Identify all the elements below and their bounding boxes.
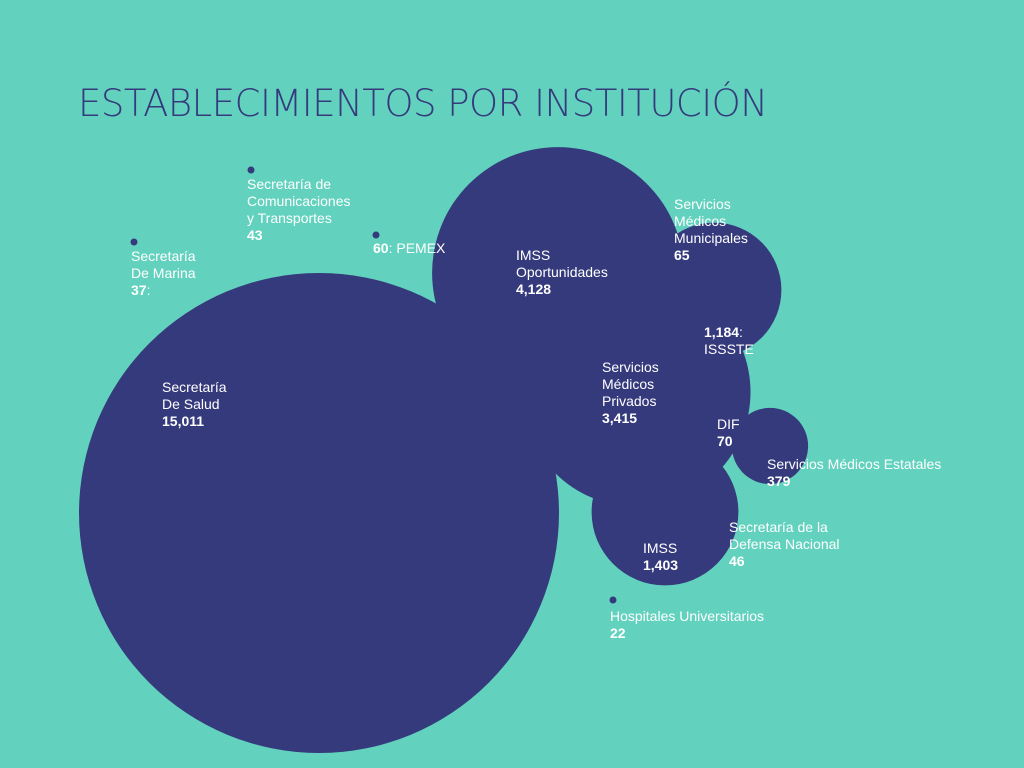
bubble-name-line: Privados — [602, 393, 657, 409]
bubble-name-line: Médicos — [674, 213, 727, 229]
bubble-11 — [130, 238, 138, 246]
bubble-name-line: De Salud — [162, 396, 220, 412]
bubble-label-8: 60: PEMEX — [373, 240, 445, 257]
bubble-3 — [591, 438, 739, 586]
bubble-6 — [716, 402, 724, 410]
bubble-value: 22 — [610, 625, 626, 641]
bubble-value-line: 43 — [247, 227, 351, 244]
bubble-label-7: Servicios Médicos Municipales 65 — [674, 196, 748, 264]
bubble-name-line: Secretaría — [131, 248, 196, 264]
bubble-name-line: Oportunidades — [516, 264, 608, 280]
bubble-name-line: Municipales — [674, 230, 748, 246]
bubble-value-suffix: : — [146, 282, 151, 298]
bubble-label-3: IMSS 1,403 — [643, 540, 678, 574]
bubble-label-12: Hospitales Universitarios 22 — [610, 608, 764, 642]
bubble-label-1: IMSS Oportunidades 4,128 — [516, 247, 608, 298]
bubble-label-6: DIF 70 — [717, 416, 740, 450]
bubble-10 — [247, 166, 255, 174]
bubble-name-line: Médicos — [602, 376, 655, 392]
bubble-label-0: Secretaría De Salud 15,011 — [162, 379, 227, 430]
bubble-name-line: Comunicaciones — [247, 193, 351, 209]
bubble-name-line: DIF — [717, 416, 740, 432]
bubble-name-line: y Transportes — [247, 210, 332, 226]
bubble-label-10: Secretaría de Comunicaciones y Transportes… — [247, 176, 351, 244]
bubble-value: 43 — [247, 227, 263, 243]
bubble-value: 1,403 — [643, 557, 679, 573]
bubble-name-line: Servicios Médicos Estatales — [767, 456, 942, 472]
bubble-4 — [646, 222, 782, 358]
bubble-label-2: Servicios Médicos Privados 3,415 — [602, 359, 659, 427]
bubble-value: 3,415 — [602, 410, 638, 426]
bubble-name-line: De Marina — [131, 265, 196, 281]
bubble-value: 37 — [131, 282, 147, 298]
bubble-label-5: Servicios Médicos Estatales 379 — [767, 456, 941, 490]
bubble-name-line: Servicios — [602, 359, 659, 375]
bubble-value-line: 37: — [131, 282, 196, 299]
bubble-7 — [657, 203, 665, 211]
bubble-value-line: 70 — [717, 433, 740, 450]
bubble-label-4: 1,184: ISSSTE — [704, 324, 754, 358]
bubble-name-line: Secretaría de — [247, 176, 332, 192]
page-title: ESTABLECIMIENTOS POR INSTITUCIÓN — [78, 82, 768, 125]
bubble-value-line: 1,184: — [704, 324, 754, 341]
bubble-value-line: 15,011 — [162, 413, 227, 430]
bubble-value: 65 — [674, 247, 690, 263]
bubble-value: 15,011 — [162, 413, 205, 429]
bubble-value-suffix: : — [388, 240, 393, 256]
bubble-name-line: Servicios — [674, 196, 731, 212]
bubble-value-line: 22 — [610, 625, 764, 642]
bubble-name-line: IMSS — [516, 247, 551, 263]
bubble-value-line: 379 — [767, 473, 941, 490]
bubble-5 — [731, 407, 809, 485]
bubble-name-line: ISSSTE — [704, 341, 754, 357]
bubble-value-line: 46 — [729, 553, 840, 570]
bubble-name-line: PEMEX — [392, 240, 446, 256]
bubble-value: 70 — [717, 433, 733, 449]
bubble-value: 46 — [729, 553, 745, 569]
bubble-value-line: 1,403 — [643, 557, 678, 574]
bubble-name-line: Secretaría de la — [729, 519, 828, 535]
bubble-value-line: 4,128 — [516, 281, 608, 298]
bubbles-layer — [79, 147, 809, 753]
bubble-value-suffix: : — [739, 324, 743, 340]
bubble-name-line: Defensa Nacional — [729, 536, 840, 552]
bubble-value: 60 — [373, 240, 389, 256]
bubble-value: 1,184 — [704, 324, 740, 340]
bubble-value-line: 3,415 — [602, 410, 659, 427]
bubble-label-11: Secretaría De Marina 37: — [131, 248, 196, 299]
bubble-12 — [609, 596, 617, 604]
bubble-name-line: Hospitales Universitarios — [610, 608, 765, 624]
bubble-label-9: Secretaría de la Defensa Nacional 46 — [729, 519, 840, 570]
bubble-name-line: IMSS — [643, 540, 678, 556]
bubble-9 — [728, 506, 736, 514]
bubble-value-line: 65 — [674, 247, 748, 264]
bubble-8 — [372, 231, 380, 239]
bubble-value: 4,128 — [516, 281, 552, 297]
bubble-name-line: Secretaría — [162, 379, 227, 395]
bubble-value: 379 — [767, 473, 791, 489]
bubble-0 — [79, 273, 559, 753]
